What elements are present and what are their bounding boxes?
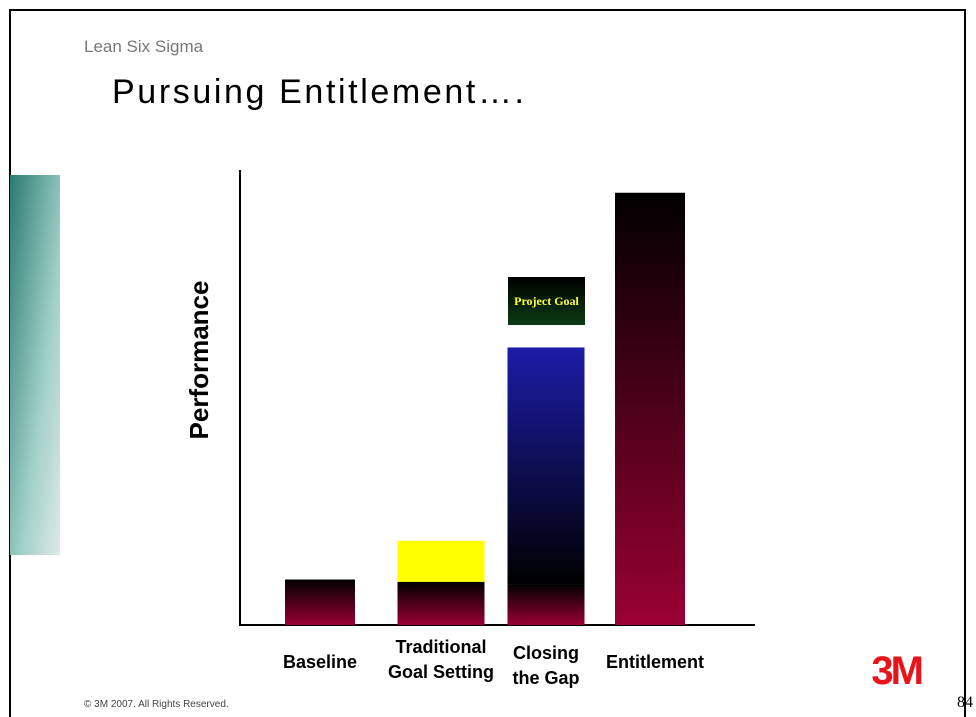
annotation-box	[508, 277, 585, 325]
y-axis-label: Performance	[184, 281, 214, 440]
bar	[285, 579, 355, 625]
annotation: Project Goal	[514, 294, 579, 308]
bar	[507, 584, 585, 625]
logo: 3M	[871, 649, 921, 693]
bar	[507, 347, 585, 585]
subtitle: Lean Six Sigma	[84, 37, 204, 56]
title: Pursuing Entitlement….	[112, 73, 524, 111]
bar	[615, 192, 685, 625]
decor-strip	[10, 175, 60, 555]
bar	[397, 581, 485, 625]
x-tick-label: Closing the Gap	[512, 643, 580, 688]
page-number: 84	[957, 694, 973, 711]
x-tick-label: Traditional Goal Setting	[387, 637, 494, 682]
copyright: © 3M 2007. All Rights Reserved.	[84, 699, 229, 710]
bar	[397, 540, 485, 582]
x-tick-label: Entitlement	[605, 652, 704, 672]
slide-border	[9, 9, 966, 717]
x-tick-label: Baseline	[282, 652, 358, 672]
